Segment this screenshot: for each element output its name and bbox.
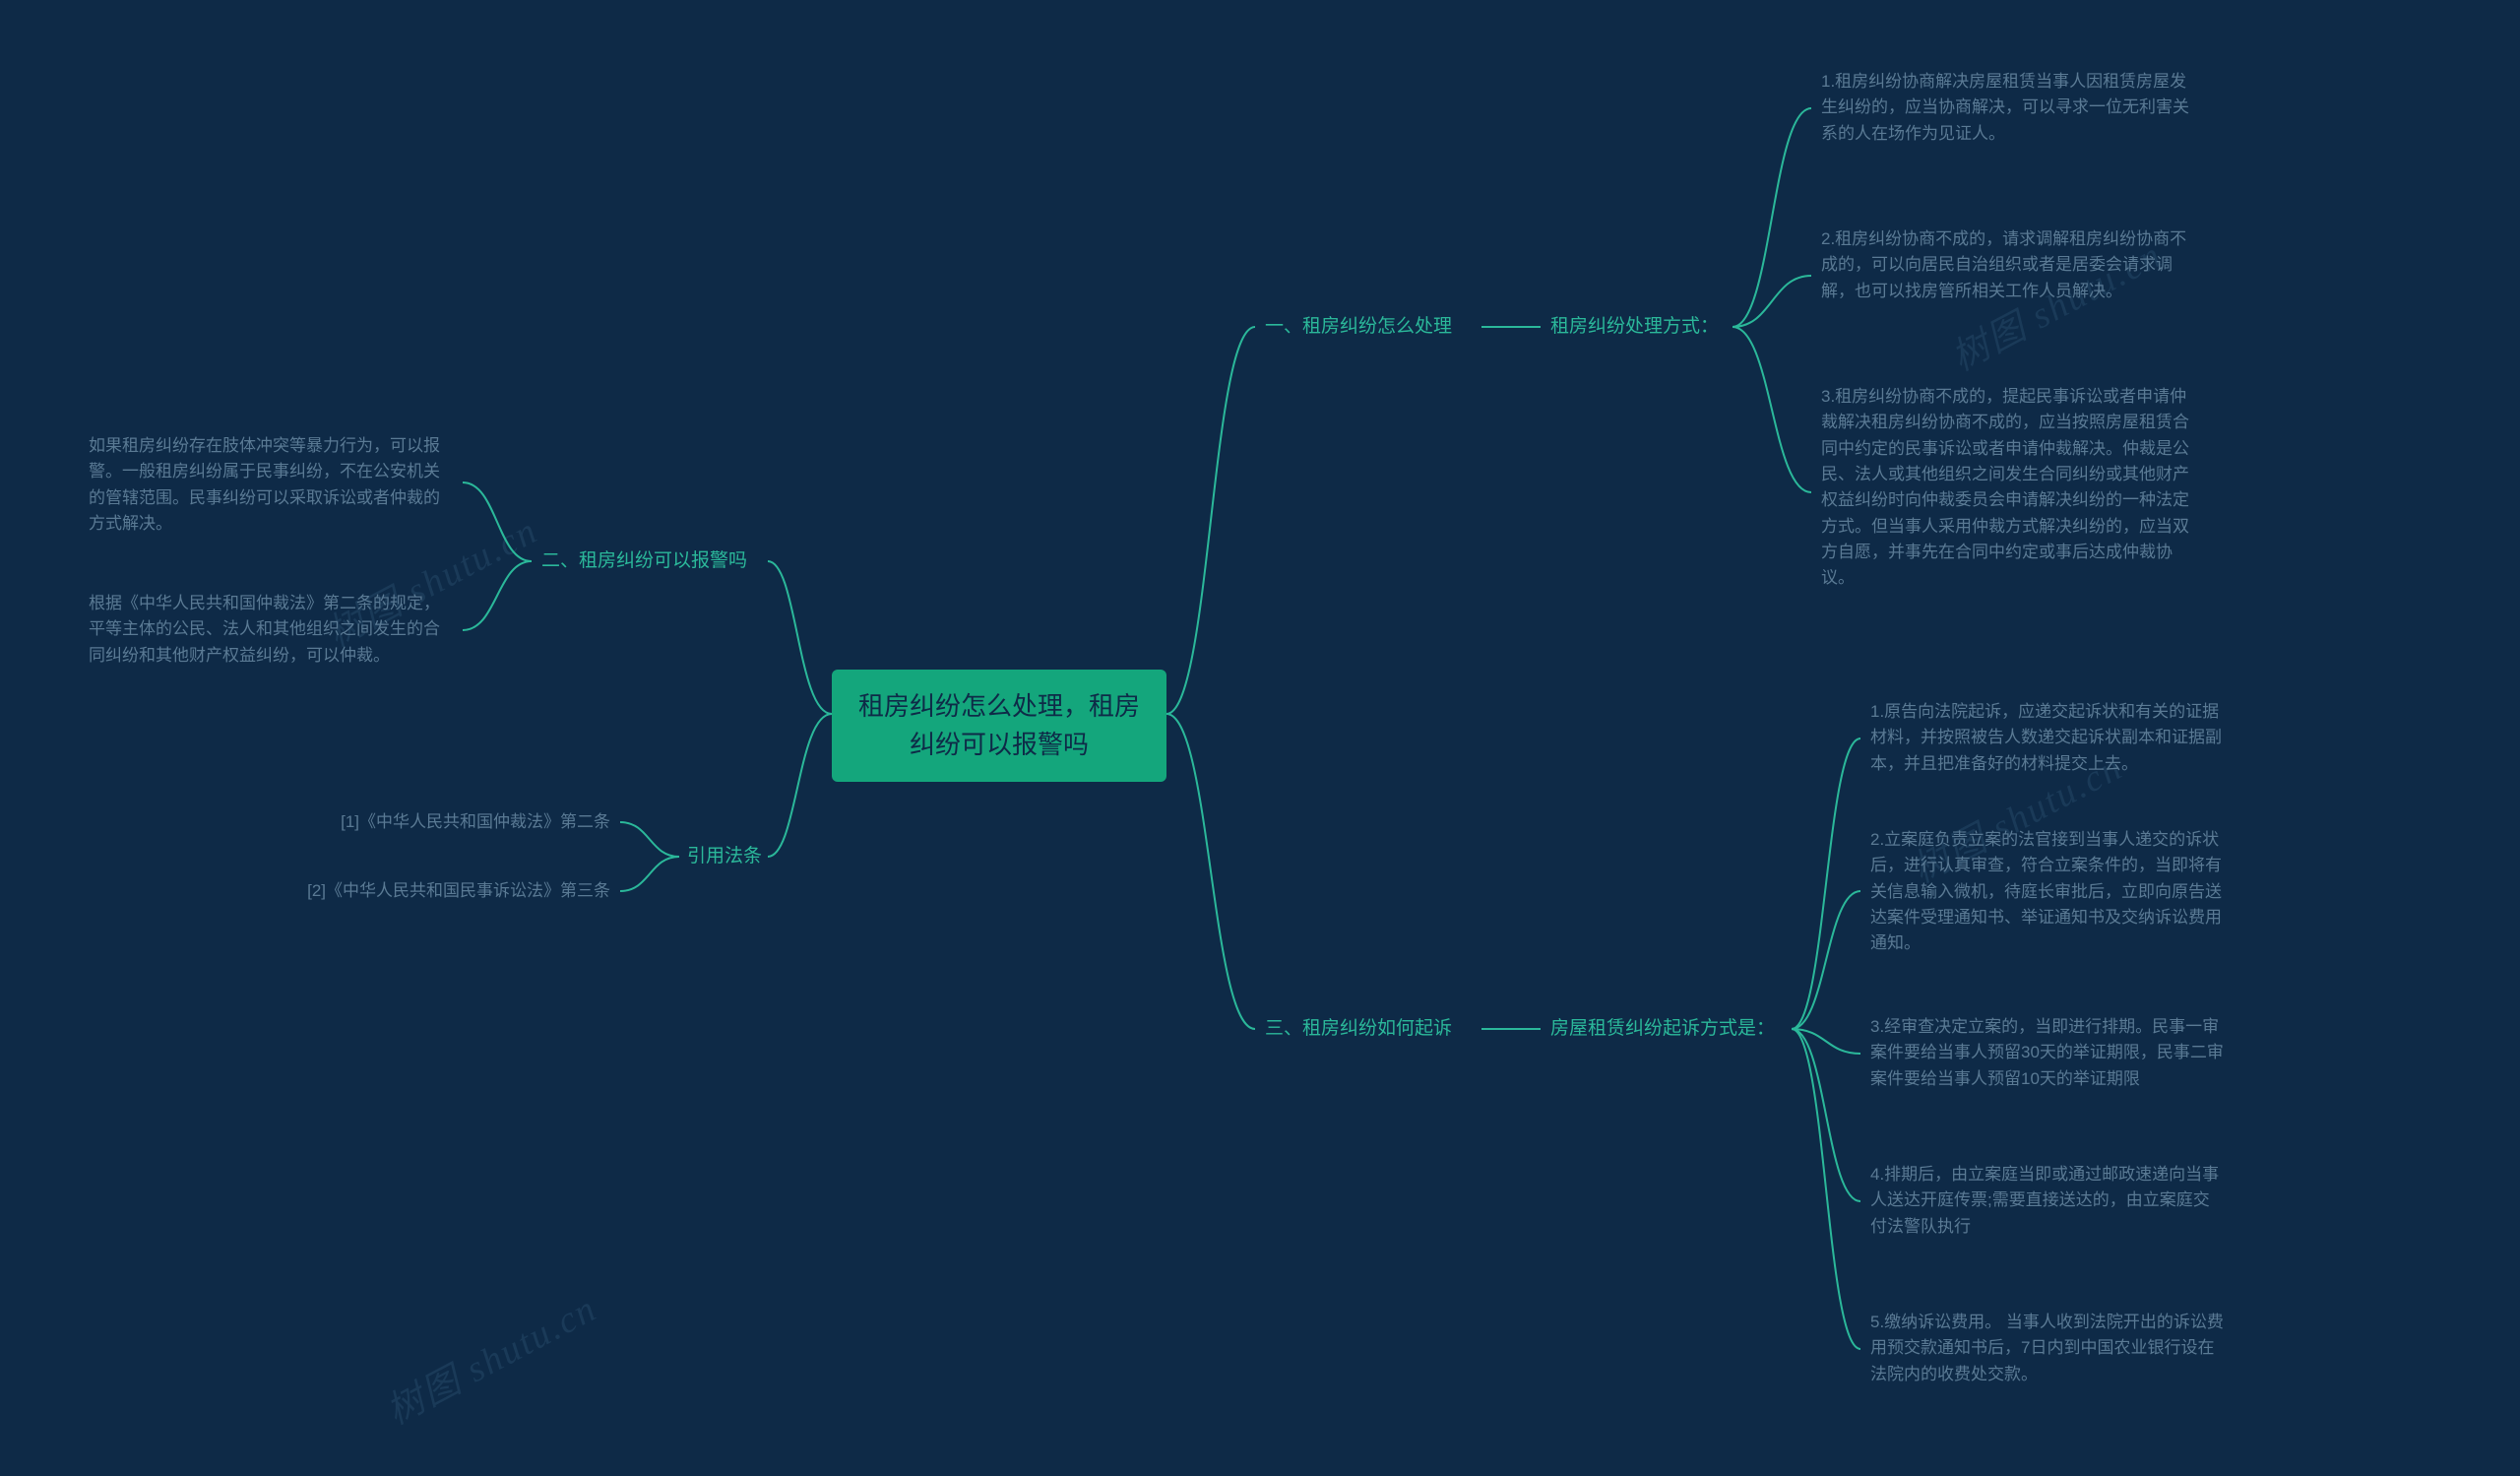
leaf-r3-3: 3.经审查决定立案的，当即进行排期。民事一审案件要给当事人预留30天的举证期限，… — [1870, 1014, 2225, 1092]
branch-r3: 三、租房纠纷如何起诉 — [1265, 1015, 1452, 1044]
leaf-lref-1: [1]《中华人民共和国仲裁法》第二条 — [295, 809, 610, 835]
leaf-lref-2: [2]《中华人民共和国民事诉讼法》第三条 — [256, 878, 610, 904]
leaf-l2-1: 如果租房纠纷存在肢体冲突等暴力行为，可以报警。一般租房纠纷属于民事纠纷，不在公安… — [89, 433, 453, 537]
branch-lref: 引用法条 — [687, 843, 762, 871]
root-node: 租房纠纷怎么处理，租房 纠纷可以报警吗 — [832, 670, 1166, 782]
leaf-r3-4: 4.排期后，由立案庭当即或通过邮政速递向当事人送达开庭传票;需要直接送达的，由立… — [1870, 1162, 2225, 1240]
leaf-r3-5: 5.缴纳诉讼费用。 当事人收到法院开出的诉讼费用预交款通知书后，7日内到中国农业… — [1870, 1310, 2225, 1387]
leaf-r3-1: 1.原告向法院起诉，应递交起诉状和有关的证据材料，并按照被告人数递交起诉状副本和… — [1870, 699, 2225, 777]
root-title-line2: 纠纷可以报警吗 — [855, 726, 1143, 764]
leaf-r1-2: 2.租房纠纷协商不成的，请求调解租房纠纷协商不成的，可以向居民自治组织或者是居委… — [1821, 226, 2195, 304]
leaf-r3-2: 2.立案庭负责立案的法官接到当事人递交的诉状后，进行认真审查，符合立案条件的，当… — [1870, 827, 2225, 957]
root-title-line1: 租房纠纷怎么处理，租房 — [855, 687, 1143, 726]
mindmap-canvas: 树图 shutu.cn 树图 shutu.cn 树图 shutu.cn 树图 s… — [0, 0, 2520, 1476]
leaf-l2-2: 根据《中华人民共和国仲裁法》第二条的规定，平等主体的公民、法人和其他组织之间发生… — [89, 591, 453, 669]
watermark: 树图 shutu.cn — [375, 1278, 605, 1435]
leaf-r1-3: 3.租房纠纷协商不成的，提起民事诉讼或者申请仲裁解决租房纠纷协商不成的，应当按照… — [1821, 384, 2195, 592]
leaf-r1-1: 1.租房纠纷协商解决房屋租赁当事人因租赁房屋发生纠纷的，应当协商解决，可以寻求一… — [1821, 69, 2195, 147]
branch-r1-sub: 租房纠纷处理方式： — [1550, 313, 1719, 342]
branch-r3-sub: 房屋租赁纠纷起诉方式是： — [1550, 1015, 1775, 1044]
branch-l2: 二、租房纠纷可以报警吗 — [541, 547, 747, 576]
branch-r1: 一、租房纠纷怎么处理 — [1265, 313, 1452, 342]
